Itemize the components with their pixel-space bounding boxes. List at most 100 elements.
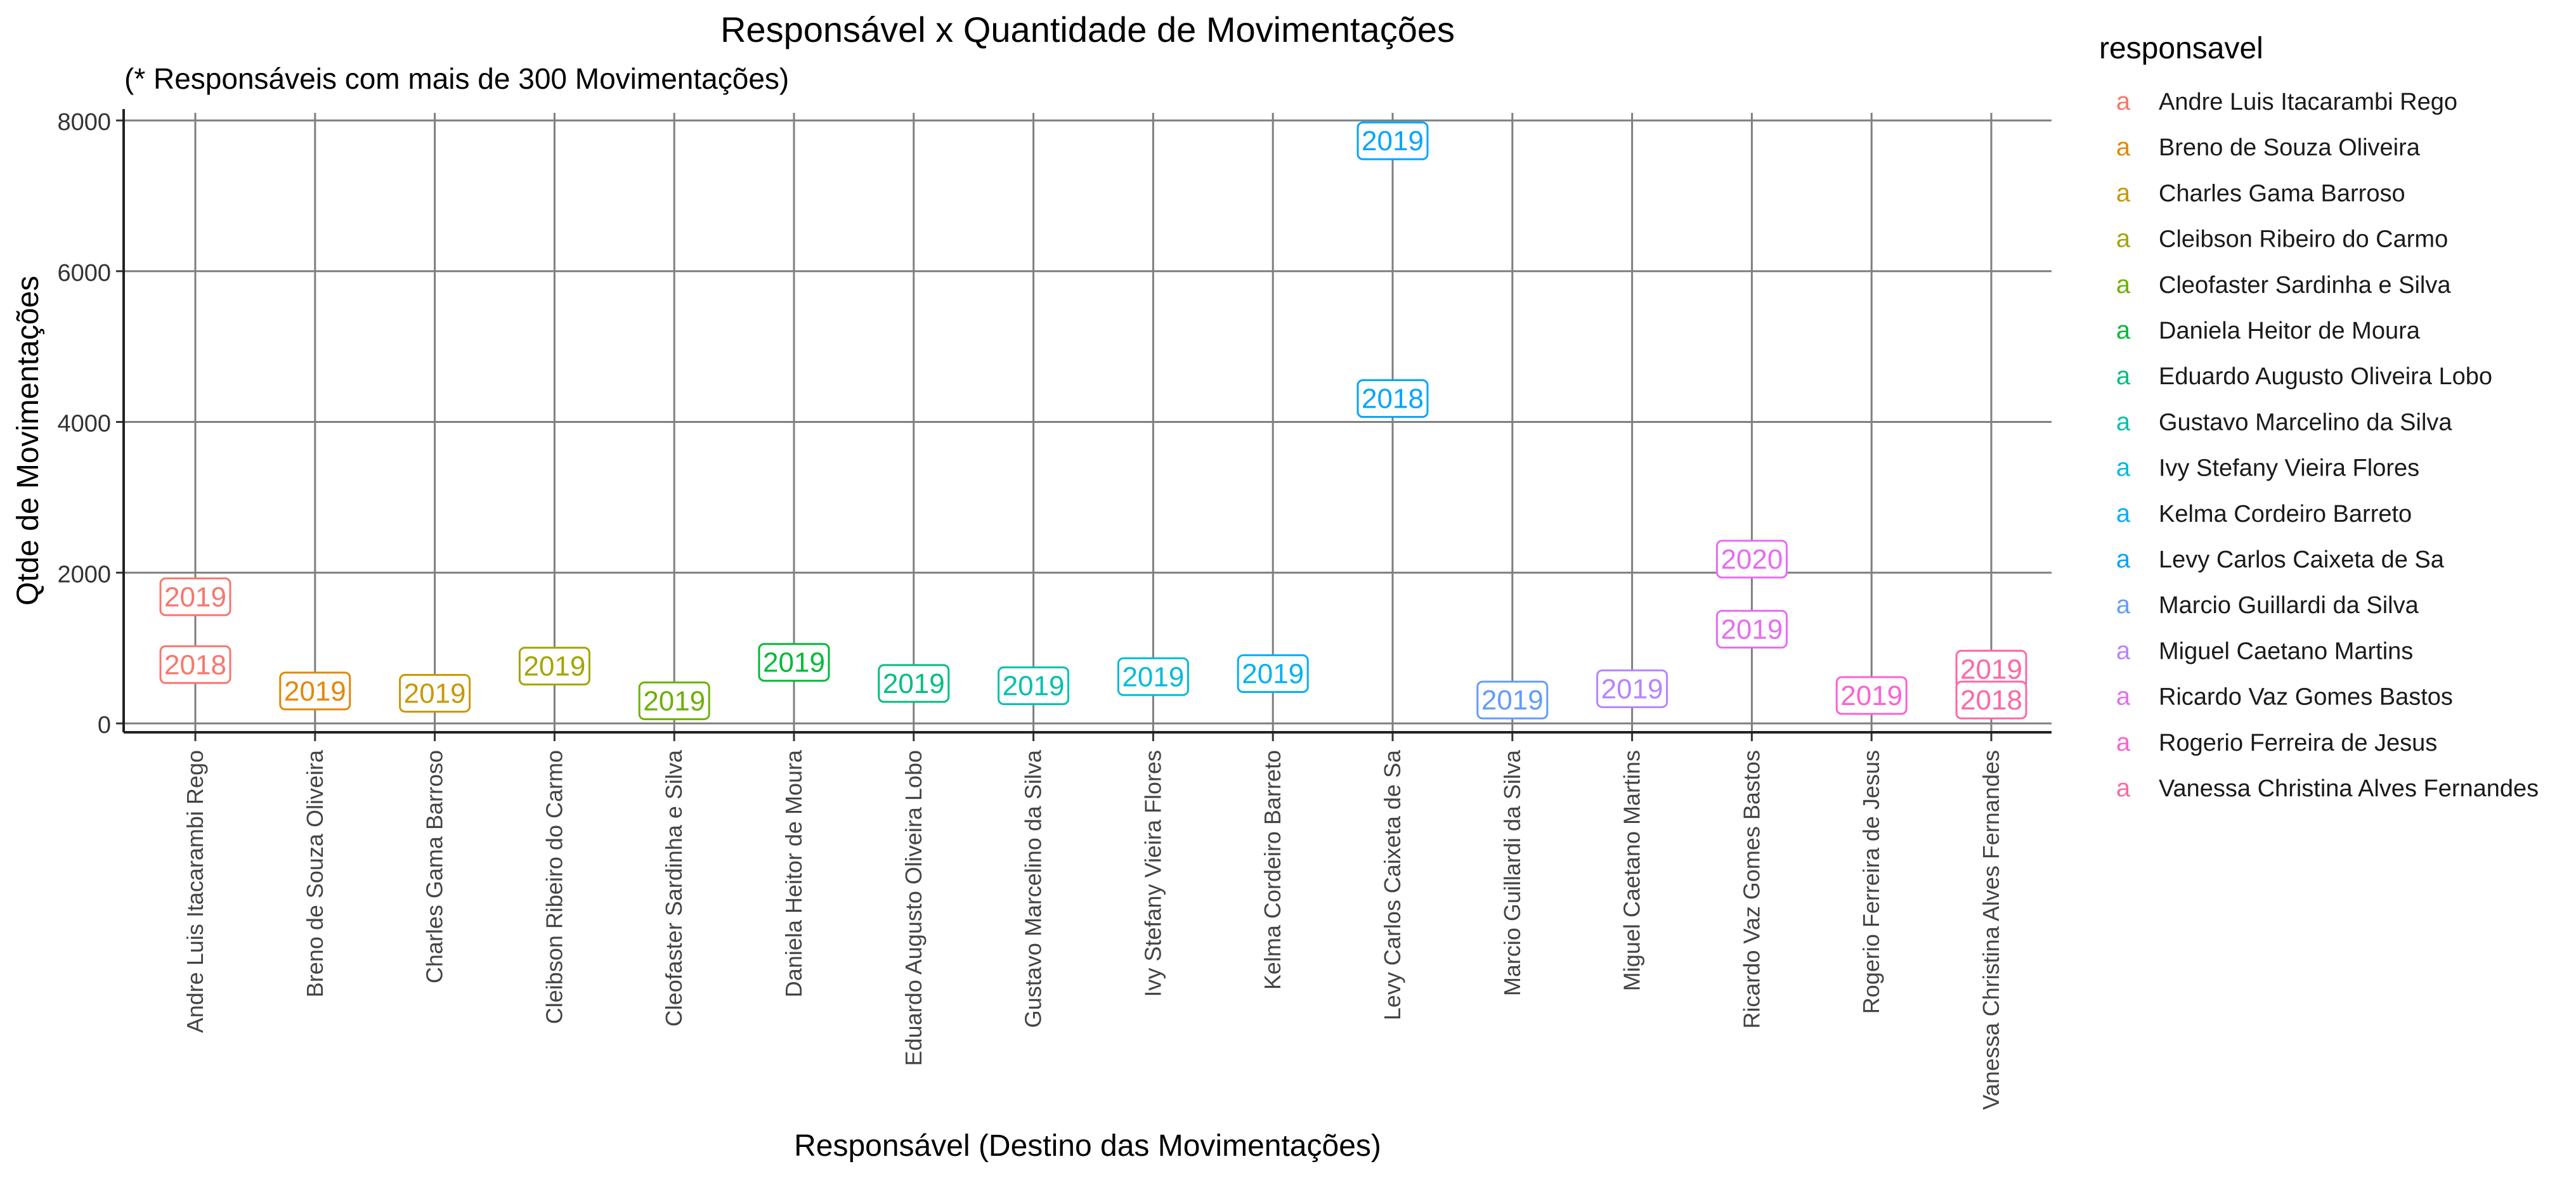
data-label: 2019: [1356, 121, 1429, 160]
chart-subtitle: (* Responsáveis com mais de 300 Moviment…: [124, 62, 789, 95]
data-label: 2020: [1715, 540, 1788, 579]
legend-key: a: [2116, 179, 2131, 207]
data-label-box: [518, 647, 590, 686]
chart-title: Responsável x Quantidade de Movimentaçõe…: [720, 10, 1455, 49]
data-label: 2019: [1596, 669, 1669, 708]
data-label: 2019: [1237, 654, 1309, 694]
legend-label: Eduardo Augusto Oliveira Lobo: [2159, 363, 2492, 390]
data-label-box: [279, 671, 351, 711]
data-label: 2018: [159, 645, 231, 684]
data-label-text: 2019: [1721, 614, 1783, 645]
data-label-text: 2019: [284, 676, 346, 707]
data-label: 2019: [758, 643, 830, 682]
data-label-box: [998, 666, 1070, 706]
data-label-text: 2019: [763, 647, 825, 678]
data-label-text: 2019: [1481, 685, 1544, 716]
data-label-box: [159, 645, 231, 684]
x-tick-label: Eduardo Augusto Oliveira Lobo: [901, 750, 927, 1066]
x-tick-label: Rogerio Ferreira de Jesus: [1858, 750, 1884, 1014]
legend-label: Cleofaster Sardinha e Silva: [2159, 272, 2451, 299]
x-tick-label: Marcio Guillardi da Silva: [1499, 749, 1525, 996]
data-label-text: 2019: [1242, 659, 1304, 690]
legend-item: a Daniela Heitor de Moura: [2116, 316, 2421, 344]
legend-label: Cleibson Ribeiro do Carmo: [2159, 226, 2448, 253]
data-label-text: 2018: [1362, 384, 1424, 415]
legend-label: Breno de Souza Oliveira: [2159, 134, 2421, 161]
legend-label: Kelma Cordeiro Barreto: [2159, 501, 2412, 528]
data-label-text: 2019: [404, 678, 466, 709]
legend-item: a Rogerio Ferreira de Jesus: [2116, 728, 2437, 756]
legend-item: a Gustavo Marcelino da Silva: [2116, 408, 2453, 436]
x-tick-label: Cleofaster Sardinha e Silva: [661, 749, 687, 1026]
plot-panel: 0 2000 4000 6000 8000 Andre Luis Itacarambi R…: [57, 109, 2052, 1110]
x-tick-label: Miguel Caetano Martins: [1619, 750, 1645, 991]
x-tick-label: Charles Gama Barroso: [422, 750, 448, 983]
data-label-box: [1117, 657, 1189, 696]
data-label: 2018: [1955, 680, 2027, 720]
x-tick-label: Levy Carlos Caixeta de Sa: [1379, 749, 1405, 1020]
data-label: 2019: [1476, 680, 1549, 720]
data-label-text: 2019: [883, 668, 945, 699]
legend-key: a: [2116, 271, 2131, 299]
data-label-box: [758, 643, 830, 682]
data-label-box: [1356, 379, 1429, 418]
x-tick-label: Gustavo Marcelino da Silva: [1020, 749, 1046, 1028]
legend-label: Gustavo Marcelino da Silva: [2159, 409, 2452, 436]
legend: a Andre Luis Itacarambi Rego a Breno de Sou…: [2116, 87, 2539, 802]
x-tick-label: Daniela Heitor de Moura: [781, 749, 807, 997]
legend-key: a: [2116, 500, 2131, 528]
data-label-text: 2019: [643, 685, 705, 716]
legend-item: a Eduardo Augusto Oliveira Lobo: [2116, 362, 2492, 390]
data-label-box: [1596, 669, 1669, 708]
legend-item: a Andre Luis Itacarambi Rego: [2116, 87, 2457, 115]
legend-label: Ricardo Vaz Gomes Bastos: [2159, 684, 2453, 711]
data-label-text: 2019: [1601, 673, 1663, 704]
data-label-text: 2018: [164, 649, 226, 680]
legend-key: a: [2116, 362, 2131, 390]
data-label-text: 2020: [1721, 544, 1783, 575]
data-label: 2019: [279, 671, 351, 711]
data-label: 2019: [638, 681, 710, 720]
x-tick-label: Vanessa Christina Alves Fernandes: [1978, 750, 2004, 1110]
data-label-box: [1356, 121, 1429, 160]
x-tick-label: Cleibson Ribeiro do Carmo: [541, 750, 567, 1024]
legend-item: a Breno de Souza Oliveira: [2116, 133, 2421, 161]
x-axis-title: Responsável (Destino das Movimentações): [794, 1129, 1381, 1163]
data-label-text: 2019: [1003, 671, 1065, 702]
data-label-text: 2019: [1122, 661, 1184, 692]
legend-key: a: [2116, 316, 2131, 344]
legend-label: Levy Carlos Caixeta de Sa: [2159, 547, 2445, 573]
data-label-box: [1476, 680, 1549, 720]
data-label-box: [1715, 540, 1788, 579]
legend-key: a: [2116, 454, 2131, 482]
y-tick-label: 4000: [57, 411, 111, 437]
legend-item: a Cleibson Ribeiro do Carmo: [2116, 225, 2448, 253]
x-tick-label: Andre Luis Itacarambi Rego: [182, 750, 208, 1033]
legend-key: a: [2116, 408, 2131, 436]
data-label-box: [159, 577, 231, 616]
legend-key: a: [2116, 728, 2131, 756]
data-label: 2019: [1117, 657, 1189, 696]
data-label-box: [638, 681, 710, 720]
x-tick-label: Ricardo Vaz Gomes Bastos: [1738, 750, 1764, 1029]
legend-label: Miguel Caetano Martins: [2159, 638, 2413, 664]
legend-key: a: [2116, 87, 2131, 115]
legend-key: a: [2116, 774, 2131, 802]
legend-item: a Miguel Caetano Martins: [2116, 637, 2413, 664]
data-label-text: 2019: [523, 651, 585, 682]
y-axis-title: Qtde de Movimentações: [11, 276, 45, 605]
legend-item: a Kelma Cordeiro Barreto: [2116, 500, 2412, 528]
x-tick-label: Breno de Souza Oliveira: [302, 749, 328, 997]
legend-item: a Marcio Guillardi da Silva: [2116, 591, 2419, 619]
legend-key: a: [2116, 637, 2131, 664]
y-tick-label: 8000: [57, 109, 111, 136]
data-label-text: 2019: [1840, 680, 1903, 711]
data-label: 2019: [1955, 649, 2027, 689]
data-label: 2019: [1835, 676, 1908, 715]
data-label: 2018: [1356, 379, 1429, 418]
legend-item: a Ricardo Vaz Gomes Bastos: [2116, 683, 2453, 711]
data-label: 2019: [518, 647, 590, 686]
legend-label: Ivy Stefany Vieira Flores: [2159, 455, 2419, 482]
legend-label: Vanessa Christina Alves Fernandes: [2159, 775, 2539, 802]
